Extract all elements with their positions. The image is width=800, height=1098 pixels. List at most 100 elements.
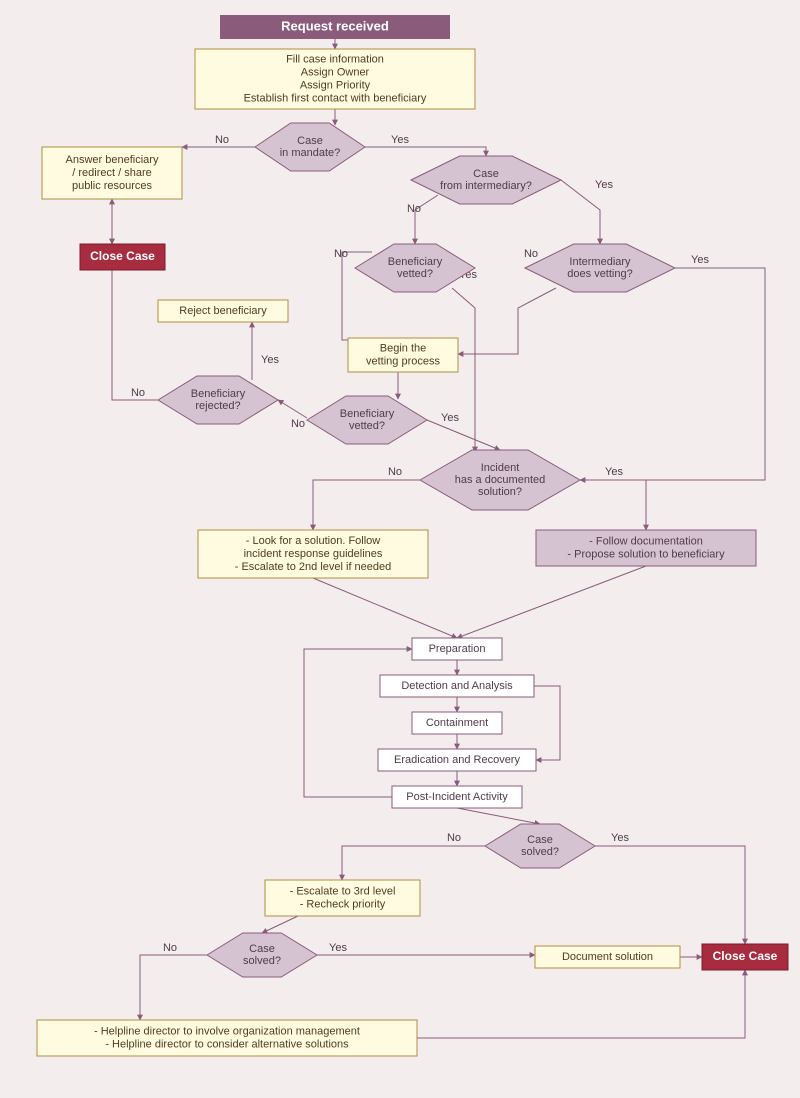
edge-label: Yes	[441, 412, 459, 424]
svg-text:- Helpline director to conside: - Helpline director to consider alternat…	[105, 1038, 349, 1050]
svg-text:- Look for a solution. Follow: - Look for a solution. Follow	[246, 535, 381, 547]
node-contain: Containment	[412, 712, 502, 734]
edge-label: No	[163, 942, 177, 954]
edge-label: No	[131, 387, 145, 399]
svg-text:solved?: solved?	[521, 846, 559, 858]
edge	[458, 288, 556, 354]
node-ivet: Intermediarydoes vetting?	[525, 244, 675, 292]
svg-text:/ redirect / share: / redirect / share	[72, 167, 151, 179]
svg-text:Assign Owner: Assign Owner	[301, 66, 370, 78]
svg-text:- Helpline director to involve: - Helpline director to involve organizat…	[94, 1025, 360, 1037]
svg-text:in mandate?: in mandate?	[280, 147, 341, 159]
svg-text:- Follow documentation: - Follow documentation	[589, 535, 703, 547]
svg-text:- Escalate to 2nd level if nee: - Escalate to 2nd level if needed	[235, 561, 392, 573]
edge	[417, 970, 745, 1038]
svg-text:vetting process: vetting process	[366, 355, 440, 367]
edge	[580, 480, 646, 530]
svg-text:Fill case information: Fill case information	[286, 53, 384, 65]
edge-label: No	[407, 203, 421, 215]
edge	[342, 846, 485, 880]
edge	[278, 400, 307, 418]
svg-text:Eradication and Recovery: Eradication and Recovery	[394, 754, 520, 766]
edge-label: No	[447, 832, 461, 844]
edge-label: No	[334, 248, 348, 260]
node-solved2: Casesolved?	[207, 933, 317, 977]
svg-text:Case: Case	[297, 135, 323, 147]
svg-text:Request received: Request received	[281, 18, 389, 33]
svg-text:Answer beneficiary: Answer beneficiary	[66, 154, 159, 166]
svg-text:Preparation: Preparation	[429, 643, 486, 655]
svg-text:Intermediary: Intermediary	[569, 256, 631, 268]
svg-text:Assign Priority: Assign Priority	[300, 79, 371, 91]
edge	[580, 268, 765, 480]
svg-text:rejected?: rejected?	[195, 400, 240, 412]
node-interm: Casefrom intermediary?	[411, 156, 561, 204]
svg-text:Case: Case	[527, 834, 553, 846]
edge	[427, 420, 500, 450]
edge-label: No	[215, 134, 229, 146]
node-begin: Begin thevetting process	[348, 338, 458, 372]
svg-text:from intermediary?: from intermediary?	[440, 180, 532, 192]
edge-label: Yes	[329, 942, 347, 954]
node-prep: Preparation	[412, 638, 502, 660]
edge	[534, 686, 560, 760]
edge-label: No	[388, 466, 402, 478]
svg-text:Incident: Incident	[481, 462, 520, 474]
edge-label: No	[291, 418, 305, 430]
svg-text:Case: Case	[249, 943, 275, 955]
edge	[595, 846, 745, 944]
svg-text:public resources: public resources	[72, 180, 153, 192]
node-solved1: Casesolved?	[485, 824, 595, 868]
node-answer: Answer beneficiary/ redirect / sharepubl…	[42, 147, 182, 199]
edge	[140, 955, 207, 1020]
edge	[313, 578, 457, 638]
svg-text:Beneficiary: Beneficiary	[191, 388, 246, 400]
node-start: Request received	[220, 15, 450, 39]
edge-label: Yes	[611, 832, 629, 844]
svg-text:vetted?: vetted?	[349, 420, 385, 432]
node-bvet1: Beneficiaryvetted?	[355, 244, 475, 292]
svg-text:Case: Case	[473, 168, 499, 180]
edge-label: No	[524, 248, 538, 260]
svg-text:has a documented: has a documented	[455, 474, 546, 486]
edge	[457, 808, 540, 824]
node-docsol: Incidenthas a documentedsolution?	[420, 450, 580, 510]
svg-text:Detection and Analysis: Detection and Analysis	[401, 680, 513, 692]
edge-label: Yes	[605, 466, 623, 478]
node-bvet2: Beneficiaryvetted?	[307, 396, 427, 444]
edge	[313, 480, 420, 530]
svg-text:Close Case: Close Case	[90, 249, 155, 263]
svg-text:- Propose solution to benefici: - Propose solution to beneficiary	[567, 548, 725, 560]
svg-text:vetted?: vetted?	[397, 268, 433, 280]
node-close2: Close Case	[702, 944, 788, 970]
svg-text:solution?: solution?	[478, 486, 522, 498]
svg-text:Post-Incident Activity: Post-Incident Activity	[406, 791, 508, 803]
edge	[262, 916, 298, 933]
edge-label: Yes	[595, 179, 613, 191]
flowchart-canvas: No Yes No Yes No Yes No Yes No Yes Yes No No Yes No Yes…	[0, 0, 800, 1098]
node-close1: Close Case	[80, 244, 165, 270]
svg-text:Reject beneficiary: Reject beneficiary	[179, 305, 267, 317]
node-docsol2: Document solution	[535, 946, 680, 968]
svg-text:Beneficiary: Beneficiary	[340, 408, 395, 420]
edge-label: Yes	[391, 134, 409, 146]
edge-label: Yes	[261, 354, 279, 366]
svg-text:Establish first contact with b: Establish first contact with beneficiary	[244, 92, 427, 104]
svg-text:- Escalate to 3rd level: - Escalate to 3rd level	[290, 885, 396, 897]
svg-text:Document solution: Document solution	[562, 951, 653, 963]
node-follow: - Follow documentation- Propose solution…	[536, 530, 756, 566]
svg-text:Close Case: Close Case	[713, 949, 778, 963]
node-reject: Reject beneficiary	[158, 300, 288, 322]
node-esc3: - Escalate to 3rd level- Recheck priorit…	[265, 880, 420, 916]
svg-text:- Recheck priority: - Recheck priority	[300, 898, 386, 910]
edge	[112, 199, 158, 400]
node-help: - Helpline director to involve organizat…	[37, 1020, 417, 1056]
node-post: Post-Incident Activity	[392, 786, 522, 808]
node-mandate: Casein mandate?	[255, 123, 365, 171]
node-brej: Beneficiaryrejected?	[158, 376, 278, 424]
svg-text:solved?: solved?	[243, 955, 281, 967]
edge	[457, 566, 646, 638]
node-erad: Eradication and Recovery	[378, 749, 536, 771]
svg-text:Beneficiary: Beneficiary	[388, 256, 443, 268]
edge-label: Yes	[691, 254, 709, 266]
